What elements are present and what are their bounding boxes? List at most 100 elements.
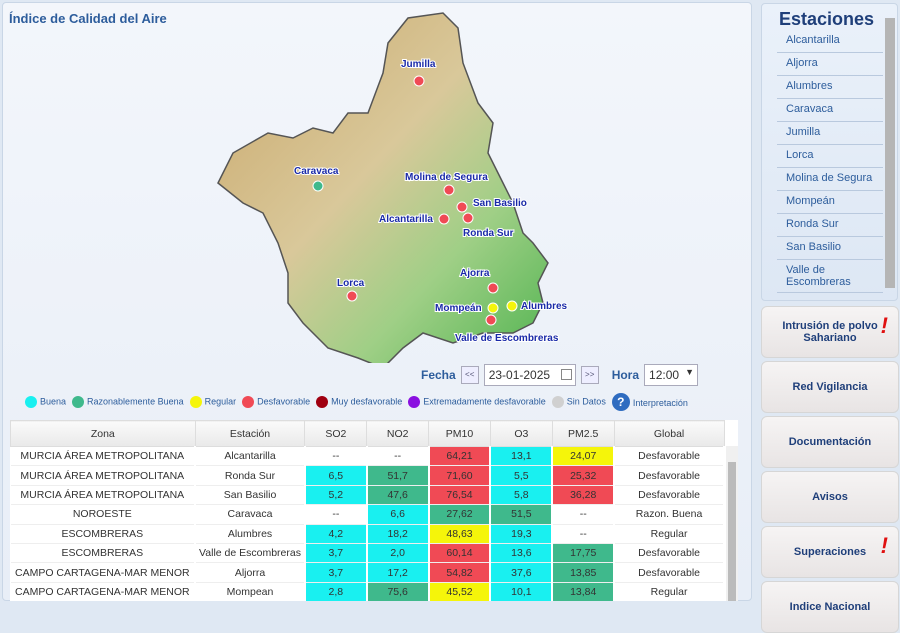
column-header[interactable]: PM10 [428,420,491,447]
station-label[interactable]: Lorca [336,277,366,290]
station-link[interactable]: Ronda Sur [777,214,883,237]
column-header[interactable]: SO2 [304,420,368,447]
table-cell: 17,75 [552,543,616,564]
table-row[interactable]: NOROESTE Caravaca -- 6,6 27,62 51,5 -- Razon. B… [10,504,725,525]
table-cell: ESCOMBRERAS [10,543,197,564]
station-link[interactable]: Mompeán [777,191,883,214]
nav-button[interactable]: Documentación [761,416,899,468]
table-cell: San Basilio [195,485,306,506]
legend-label: Interpretación [632,398,688,408]
station-label[interactable]: Alumbres [520,300,569,313]
legend-label: Extremadamente desfavorable [423,396,546,407]
nav-button[interactable]: Indice Nacional [761,581,899,633]
table-cell: Desfavorable [614,485,725,506]
table-row[interactable]: MURCIA ÁREA METROPOLITANA Ronda Sur 6,5 51,… [10,465,725,486]
station-link[interactable]: Jumilla [777,122,883,145]
table-cell: 75,6 [366,582,430,601]
table-cell: 76,54 [428,485,492,506]
prev-date-button[interactable]: << [460,366,479,384]
table-cell: Razon. Buena [614,504,725,525]
hora-select[interactable]: 12:00 ▼ [644,364,699,386]
nav-button[interactable]: Intrusión de polvo Sahariano! [761,306,899,358]
nav-button[interactable]: Red Vigilancia [761,361,899,413]
date-controls: Fecha << 23-01-2025 >> Hora 12:00 ▼ [421,364,699,386]
station-link[interactable]: Alumbres [777,76,883,99]
table-row[interactable]: CAMPO CARTAGENA-MAR MENOR Aljorra 3,7 17,2 5… [10,562,725,583]
legend-item: Extremadamente desfavorable [408,396,546,408]
table-cell: Aljorra [195,562,306,583]
table-cell: 2,8 [304,582,368,601]
legend-label: Sin Datos [566,396,606,407]
nav-button[interactable]: Superaciones! [761,526,899,578]
table-cell: Caravaca [195,504,306,525]
table-row[interactable]: MURCIA ÁREA METROPOLITANA Alcantarilla -- -… [10,446,725,467]
help-icon[interactable]: ? [611,393,630,411]
date-input[interactable]: 23-01-2025 [483,364,576,386]
legend-item: Regular [189,396,236,408]
nav-button[interactable]: Avisos [761,471,899,523]
station-label[interactable]: Ajorra [459,267,491,280]
region-outline [217,12,549,363]
table-cell: -- [366,446,430,467]
table-scrollbar[interactable] [726,446,738,601]
region-map[interactable]: Jumilla Caravaca Molina de Segura San Basil… [3,3,753,363]
column-header[interactable]: Global [613,420,725,447]
station-marker[interactable] [312,180,324,192]
table-cell: 60,14 [428,543,492,564]
station-link[interactable]: Caravaca [777,99,883,122]
station-marker[interactable] [413,75,425,87]
column-header[interactable]: PM2.5 [551,420,615,447]
station-link[interactable]: Molina de Segura [777,168,883,191]
stations-title: Estaciones [779,9,875,29]
station-label[interactable]: Caravaca [293,165,340,178]
station-marker[interactable] [506,300,518,312]
station-link[interactable]: Valle de Escombreras [777,260,883,293]
stations-scrollbar[interactable] [885,18,895,288]
calendar-icon[interactable] [560,369,572,380]
station-label[interactable]: Alcantarilla [378,213,434,226]
table-cell: Regular [614,582,725,601]
table-cell: 71,60 [428,465,492,486]
station-label[interactable]: San Basilio [472,197,528,210]
next-date-button[interactable]: >> [580,366,599,384]
table-cell: MURCIA ÁREA METROPOLITANA [10,485,197,506]
hora-value: 12:00 [649,368,680,382]
table-cell: Desfavorable [614,543,725,564]
table-cell: 5,2 [304,485,368,506]
table-cell: 54,82 [428,562,492,583]
station-marker[interactable] [487,302,499,314]
table-row[interactable]: MURCIA ÁREA METROPOLITANA San Basilio 5,2 4… [10,485,725,506]
station-label[interactable]: Mompeán [434,302,483,315]
table-row[interactable]: ESCOMBRERAS Alumbres 4,2 18,2 48,63 19,3 -- Reg… [10,524,725,544]
column-header[interactable]: Estación [194,420,306,447]
station-label[interactable]: Jumilla [400,58,437,71]
station-marker[interactable] [485,314,497,326]
table-cell: 6,6 [366,504,430,525]
table-cell: ESCOMBRERAS [10,524,197,544]
station-link[interactable]: Lorca [777,145,883,168]
column-header[interactable]: O3 [489,420,553,447]
station-label[interactable]: Ronda Sur [462,227,515,240]
station-marker[interactable] [487,282,499,294]
station-marker[interactable] [438,213,450,225]
column-header[interactable]: NO2 [366,420,430,447]
station-link[interactable]: Aljorra [777,53,883,76]
station-label[interactable]: Molina de Segura [404,171,489,184]
legend-item: Buena [25,396,66,408]
table-cell: MURCIA ÁREA METROPOLITANA [10,465,197,486]
station-marker[interactable] [462,212,474,224]
table-cell: Ronda Sur [195,465,306,486]
station-link[interactable]: San Basilio [777,237,883,260]
legend-item[interactable]: ? Interpretación [611,393,688,411]
station-marker[interactable] [346,290,358,302]
table-row[interactable]: CAMPO CARTAGENA-MAR MENOR Mompean 2,8 75,6 4… [10,582,725,601]
table-cell: CAMPO CARTAGENA-MAR MENOR [10,562,197,583]
table-cell: Desfavorable [614,465,725,486]
station-marker[interactable] [456,201,468,213]
station-marker[interactable] [443,184,455,196]
table-cell: MURCIA ÁREA METROPOLITANA [10,446,197,467]
station-link[interactable]: Alcantarilla [777,30,883,53]
station-label[interactable]: Valle de Escombreras [454,332,560,345]
table-row[interactable]: ESCOMBRERAS Valle de Escombreras 3,7 2,0 60,… [10,543,725,564]
column-header[interactable]: Zona [10,420,196,447]
